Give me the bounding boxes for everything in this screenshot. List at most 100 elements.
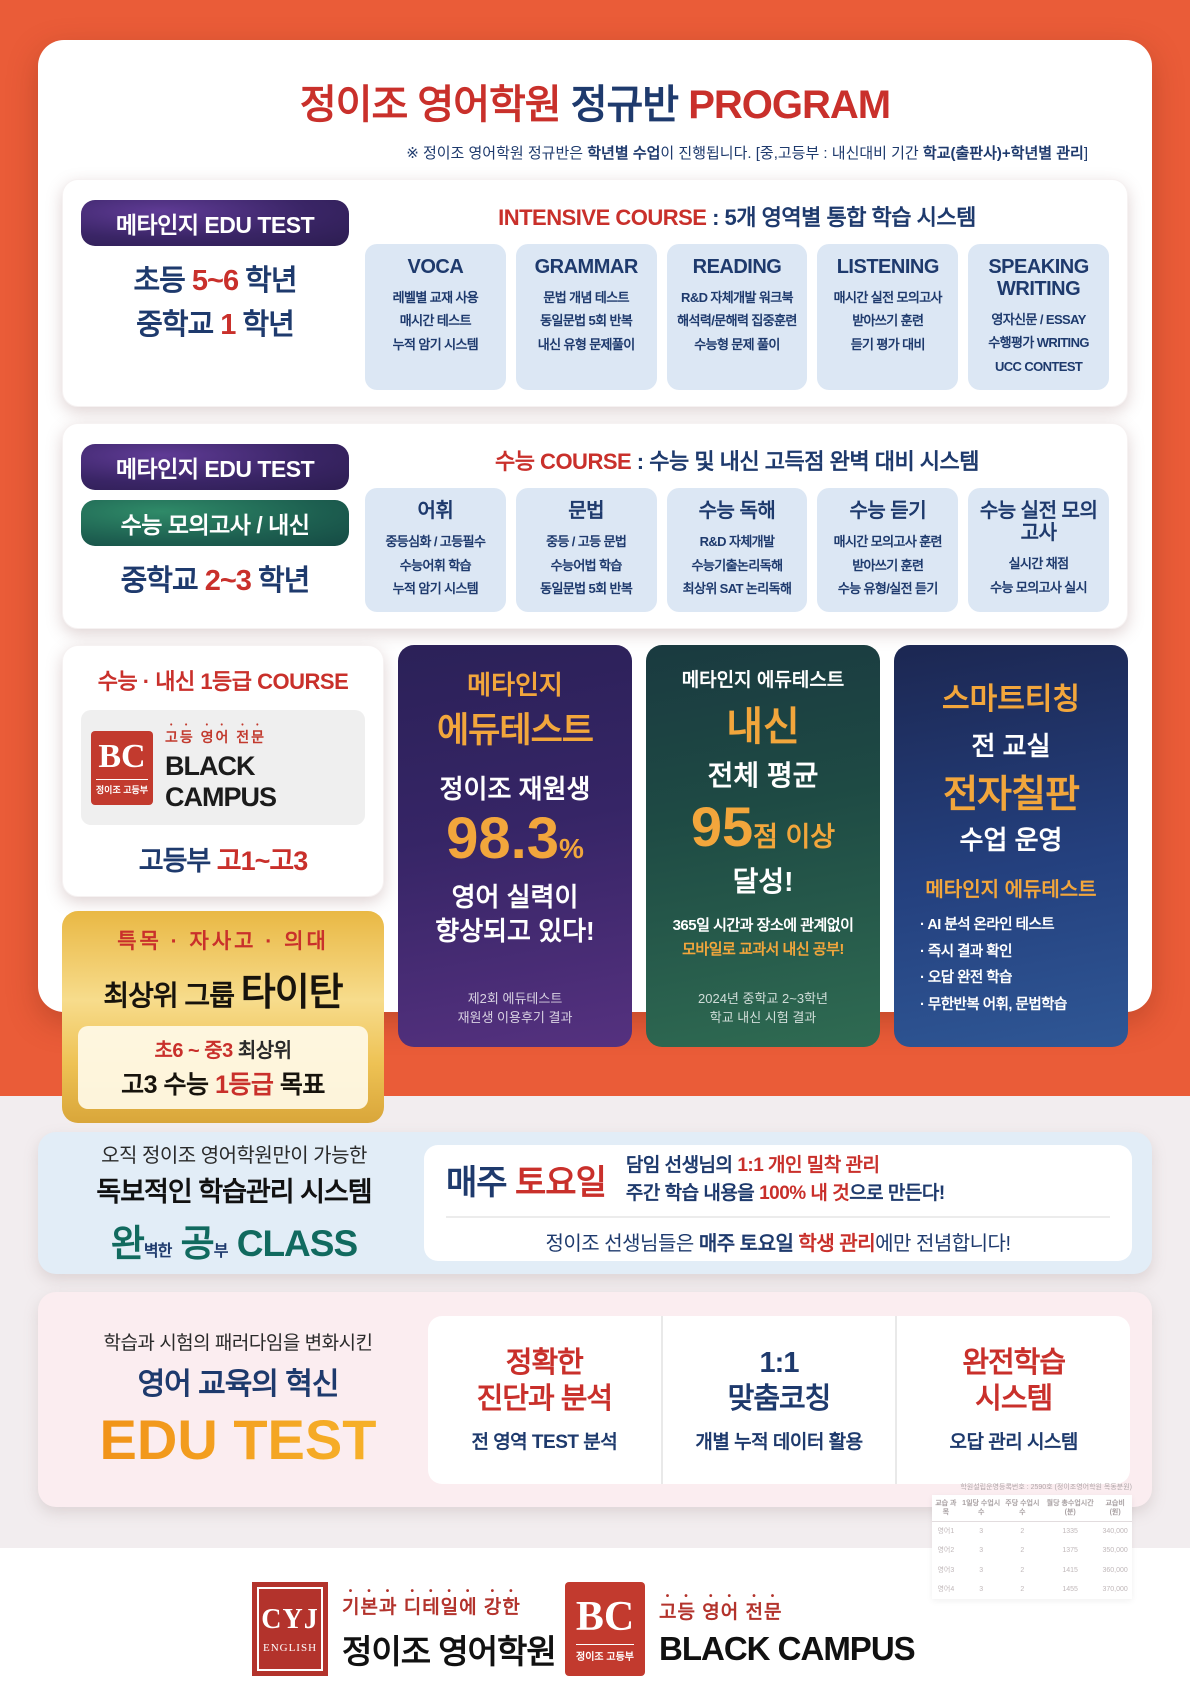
- note-part: ]: [1083, 145, 1088, 162]
- fee-row: 영어1 3 2 1335 340,000: [937, 1528, 1128, 1536]
- course-col-line: 수능 모의고사 실시: [990, 579, 1088, 595]
- edu-feature-diagnosis: 정확한 진단과 분석 전 영역 TEST 분석: [428, 1316, 661, 1484]
- bullet-line: · 즉시 결과 확인: [920, 943, 1012, 960]
- course-col-title: 수능 듣기: [849, 500, 927, 523]
- course-col-line: 수능 유형/실전 듣기: [837, 580, 939, 596]
- black-campus-course-title: 수능 · 내신 1등급 COURSE: [97, 669, 349, 695]
- fee-header: 교습비 (원): [1098, 1495, 1132, 1523]
- black-campus-grade: 고등부 고1~고3: [138, 846, 309, 877]
- course-col-line: R&D 자체개발: [699, 534, 775, 550]
- course-col-voca: VOCA 레벨별 교재 사용 매시간 테스트 누적 암기 시스템: [365, 244, 506, 391]
- cyj-name: 정이조 영어학원: [342, 1632, 557, 1670]
- course-col-reading: READING R&D 자체개발 워크북 해석력/문해력 집중훈련 수능형 문제…: [666, 244, 808, 391]
- course-col-title: READING: [692, 256, 782, 278]
- course-col-mock-exam: 수능 실전 모의고사 실시간 채점 수능 모의고사 실시: [968, 488, 1109, 613]
- course-col-line: 내신 유형 문제풀이: [537, 336, 636, 352]
- note-part: 학년별 수업: [587, 145, 661, 162]
- promo-footnote: 제2회 에듀테스트 재원생 이용후기 결과: [457, 990, 573, 1025]
- saturday-care-row2: 정이조 선생님들은 매주 토요일 학생 관리에만 전념합니다!: [545, 1233, 1011, 1256]
- course-col-vocab: 어휘 중등심화 / 고등필수 수능어휘 학습 누적 암기 시스템: [365, 488, 506, 613]
- course-col-line: 해석력/문해력 집중훈련: [677, 313, 797, 329]
- promo-line: 영어 실력이 향상되고 있다!: [435, 882, 595, 946]
- edu-test-badge: 메타인지 EDU TEST: [81, 444, 349, 491]
- main-program-card: 정이조 영어학원 정규반 PROGRAM ※ 정이조 영어학원 정규반은 학년별…: [38, 40, 1152, 1124]
- bullet-line: · AI 분석 온라인 테스트: [920, 916, 1055, 933]
- course-col-line: 매시간 모의고사 훈련: [833, 534, 943, 550]
- titan-goal-line2: 고3 수능 1등급 목표: [121, 1071, 325, 1100]
- naesin-result-card: 메타인지 에듀테스트 내신 전체 평균 95점 이상 달성! 365일 시간과 …: [646, 645, 880, 1048]
- cyj-logo-group: CYJ ENGLISH 기본과 디테일에 강한 정이조 영어학원: [252, 1582, 557, 1676]
- fee-header: 1일당 수업시수: [959, 1495, 1003, 1523]
- section-intensive-course: 메타인지 EDU TEST 초등 5~6 학년 중학교 1 학년 INTENSI…: [62, 179, 1128, 408]
- fee-header: 교습 과목: [932, 1495, 960, 1523]
- section2-right: 수능 COURSE : 수능 및 내신 고득점 완벽 대비 시스템 어휘 중등심…: [365, 440, 1109, 613]
- wangong-class-title: 완벽한 공부 CLASS: [110, 1223, 358, 1264]
- course-col-line: 수행평가 WRITING: [988, 335, 1089, 351]
- smart-teaching-bullets: · AI 분석 온라인 테스트 · 즉시 결과 확인 · 오답 완전 학습 · …: [906, 912, 1067, 1019]
- section2-grades: 중학교 2~3 학년: [121, 560, 311, 604]
- wangong-left: 오직 정이조 영어학원만이 가능한 독보적인 학습관리 시스템 완벽한 공부 C…: [58, 1139, 410, 1267]
- edu-feature-title: 정확한 진단과 분석: [476, 1346, 613, 1415]
- edu-feature-desc: 전 영역 TEST 분석: [471, 1432, 618, 1454]
- footer: 학원설립운영등록번호 : 2590호 (정이조영어학원 목동분원) 교습 과목 …: [0, 1484, 1190, 1684]
- smart-teaching-card: 스마트티칭 전 교실 전자칠판 수업 운영 메타인지 에듀테스트 · AI 분석…: [894, 645, 1128, 1048]
- bc-tagline: 고등 영어 전문: [165, 729, 267, 746]
- course-col-title: 수능 독해: [698, 500, 776, 523]
- course-col-line: 누적 암기 시스템: [392, 336, 479, 352]
- fee-row: 영어3 3 2 1415 360,000: [937, 1566, 1128, 1574]
- suneung-course-columns: 어휘 중등심화 / 고등필수 수능어휘 학습 누적 암기 시스템 문법 중등 /…: [365, 488, 1109, 613]
- course-col-title: VOCA: [407, 256, 464, 278]
- course-col-title: LISTENING: [836, 256, 940, 278]
- section1-grades: 초등 5~6 학년 중학교 1 학년: [133, 260, 297, 347]
- fee-row: 영어4 3 2 1455 370,000: [937, 1585, 1128, 1593]
- promo-line: 메타인지 에듀테스트: [681, 670, 845, 692]
- promo-line: 정이조 재원생: [439, 774, 591, 805]
- note-part: ※ 정이조 영어학원 정규반은: [406, 145, 588, 162]
- section1-left: 메타인지 EDU TEST 초등 5~6 학년 중학교 1 학년: [81, 196, 349, 390]
- promo-line: 에듀테스트: [436, 711, 594, 751]
- saturday-care-row1: 매주 토요일 담임 선생님의 1:1 개인 밀착 관리 주간 학습 내용을 10…: [446, 1152, 1110, 1219]
- promo-line: 모바일로 교과서 내신 공부!: [682, 940, 844, 958]
- course-col-grammar2: 문법 중등 / 고등 문법 수능어법 학습 동일문법 5회 반복: [515, 488, 657, 613]
- edu-test-logo-text: EDU TEST: [60, 1407, 416, 1472]
- bc-footer-logo-text: 고등 영어 전문 BLACK CAMPUS: [659, 1591, 916, 1668]
- course-col-title: SPEAKING WRITING: [988, 256, 1089, 300]
- course-col-line: 수능형 문제 풀이: [694, 336, 780, 352]
- title-part: 정규반: [570, 83, 689, 127]
- wangong-class-card: 오직 정이조 영어학원만이 가능한 독보적인 학습관리 시스템 완벽한 공부 C…: [38, 1132, 1152, 1274]
- promo-line: 스마트티칭: [942, 682, 1080, 716]
- promo-line: 전자칠판: [943, 773, 1080, 816]
- promo-line: 메타인지: [467, 670, 563, 701]
- course-col-line: 중등심화 / 고등필수: [385, 534, 486, 550]
- bc-footer-tagline: 고등 영어 전문: [659, 1601, 783, 1623]
- course-col-line: 받아쓰기 훈련: [852, 557, 924, 573]
- cyj-sub: ENGLISH: [262, 1642, 318, 1654]
- course-col-line: 실시간 채점: [1008, 556, 1069, 572]
- course-col-line: 동일문법 5회 반복: [540, 580, 633, 596]
- fee-header: 월당 총수업시간(분): [1042, 1495, 1099, 1523]
- section2-left: 메타인지 EDU TEST 수능 모의고사 / 내신 중학교 2~3 학년: [81, 440, 349, 612]
- course-col-line: 받아쓰기 훈련: [852, 313, 924, 329]
- edu-feature-desc: 개별 누적 데이터 활용: [695, 1432, 863, 1454]
- edu-test-line2: 영어 교육의 혁신: [137, 1367, 340, 1401]
- course-col-line: 듣기 평가 대비: [850, 336, 926, 352]
- course-col-line: 매시간 테스트: [399, 313, 472, 329]
- promo-footnote: 2024년 중학교 2~3학년 학교 내신 시험 결과: [698, 990, 828, 1025]
- fee-header: 주당 수업시수: [1002, 1495, 1043, 1523]
- titan-name-line: 최상위 그룹 타이탄: [103, 972, 343, 1015]
- bc-logo-icon: BC 정이조 고등부: [91, 730, 153, 805]
- section-highschool-promo: 수능 · 내신 1등급 COURSE BC 정이조 고등부 고등 영어 전문 B…: [62, 645, 1128, 1124]
- course-col-line: 수능어휘 학습: [399, 557, 472, 573]
- course-col-line: 최상위 SAT 논리독해: [682, 580, 792, 596]
- grade-line: 초등 5~6 학년: [133, 265, 297, 297]
- edu-feature-title: 1:1 맞춤코칭: [727, 1346, 832, 1415]
- black-campus-logo-group: BC 정이조 고등부 고등 영어 전문 BLACK CAMPUS: [565, 1582, 916, 1676]
- title-part: 정이조 영어학원: [299, 83, 571, 127]
- promo-line: 전체 평균: [707, 760, 819, 792]
- edu-test-card: 학습과 시험의 패러다임을 변화시킨 영어 교육의 혁신 EDU TEST 정확…: [38, 1292, 1152, 1507]
- edu-feature-complete-learning: 완전학습 시스템 오답 관리 시스템: [895, 1315, 1130, 1484]
- course-col-line: 동일문법 5회 반복: [540, 313, 633, 329]
- edu-test-features: 정확한 진단과 분석 전 영역 TEST 분석 1:1 맞춤코칭 개별 누적 데이터…: [428, 1315, 1130, 1484]
- course-col-line: R&D 자체개발 워크북: [681, 290, 794, 305]
